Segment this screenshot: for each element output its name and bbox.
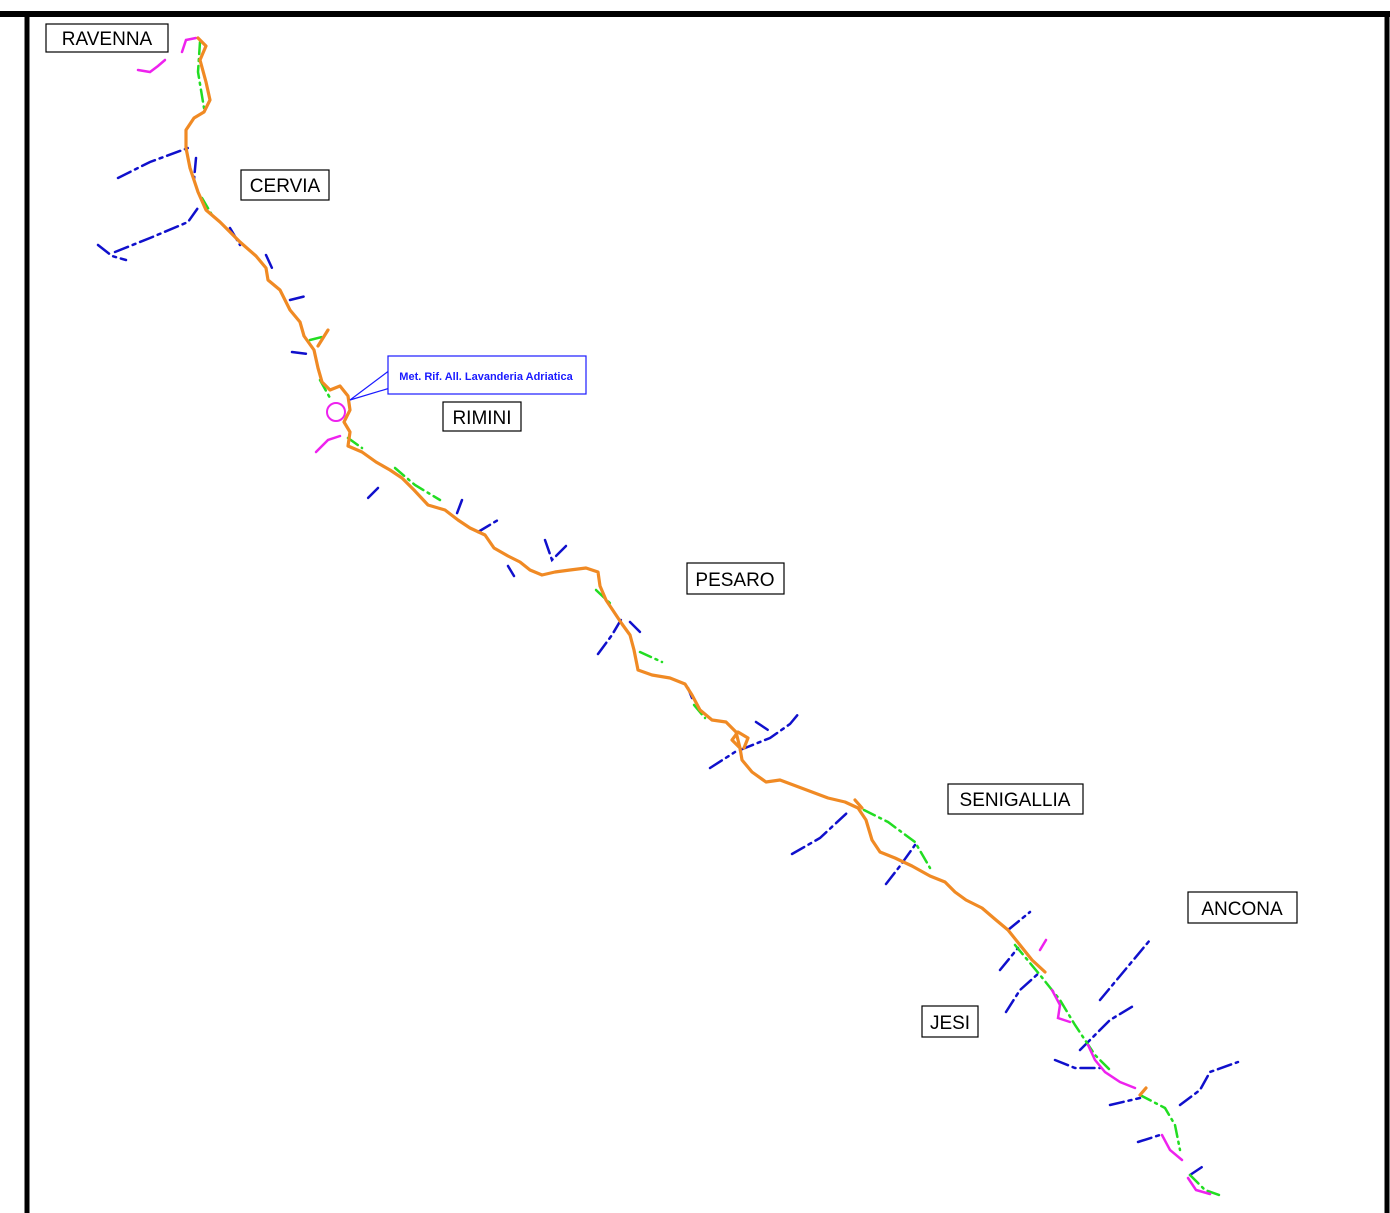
main-route-line (184, 36, 1047, 974)
main-route-spur (1138, 1086, 1148, 1097)
magenta-segment (1050, 988, 1072, 1024)
magenta-segments (136, 36, 1212, 1196)
branch-line (1178, 1060, 1240, 1107)
city-label-text: SENIGALLIA (960, 790, 1071, 811)
city-label-ravenna: RAVENNA (45, 23, 169, 53)
city-label-text: RAVENNA (62, 29, 153, 50)
main-route-spur (853, 798, 864, 810)
site-callout-label: Met. Rif. All. Lavanderia Adriatica (399, 371, 573, 383)
branch-lines (96, 146, 1240, 1177)
map-frame-border (0, 11, 1390, 1213)
city-label-text: RIMINI (452, 408, 511, 429)
green-segment (1188, 1173, 1224, 1198)
main-route-spur (316, 328, 330, 348)
branch-line (366, 486, 380, 500)
branch-line (264, 253, 274, 270)
branch-line (1108, 1096, 1142, 1107)
site-marker-circle (326, 402, 346, 422)
city-label-text: PESARO (695, 570, 774, 591)
green-segment (1138, 1093, 1182, 1152)
magenta-segment (136, 58, 167, 74)
green-segments (196, 40, 1224, 1198)
city-label-cervia: CERVIA (240, 169, 330, 201)
branch-line (476, 518, 500, 534)
green-segment (1013, 943, 1112, 1072)
magenta-segment (1160, 1133, 1184, 1162)
branch-line (790, 810, 850, 856)
green-segment (638, 650, 664, 664)
branch-line (628, 620, 642, 634)
branch-line (708, 750, 737, 770)
branch-line (288, 294, 308, 302)
branch-line (884, 843, 917, 886)
branch-line (96, 243, 128, 262)
branch-line (1006, 910, 1032, 932)
branch-line (116, 146, 190, 180)
main-route-loop (730, 730, 750, 750)
magenta-segment (1038, 938, 1048, 952)
branch-line (1053, 1058, 1102, 1070)
branch-line (1098, 938, 1152, 1002)
branch-line (113, 203, 202, 254)
green-segment (308, 334, 328, 342)
magenta-segment (314, 434, 342, 454)
site-callout[interactable]: Met. Rif. All. Lavanderia Adriatica (387, 355, 587, 395)
magenta-segment (1186, 1176, 1212, 1196)
city-label-pesaro: PESARO (686, 562, 785, 595)
green-segment (393, 466, 442, 502)
city-label-jesi: JESI (921, 1005, 979, 1038)
branch-line (1004, 970, 1042, 1014)
branch-line (596, 616, 624, 656)
branch-line (1188, 1163, 1207, 1177)
branch-line (1078, 1003, 1137, 1052)
city-label-text: JESI (930, 1013, 970, 1034)
branch-line (290, 350, 310, 356)
branch-line (754, 720, 770, 732)
branch-line (454, 498, 464, 518)
green-segment (862, 808, 932, 870)
callout-pointer (349, 368, 391, 401)
city-label-senigallia: SENIGALLIA (947, 783, 1084, 815)
branch-line (1136, 1133, 1162, 1144)
city-label-rimini: RIMINI (442, 401, 522, 432)
branch-line (506, 564, 516, 578)
branch-line (543, 538, 568, 563)
branch-line (738, 710, 802, 752)
city-label-text: ANCONA (1201, 899, 1283, 920)
branch-line (998, 946, 1020, 972)
city-label-text: CERVIA (250, 176, 321, 197)
main-route (184, 36, 1148, 1097)
magenta-segment (180, 36, 198, 54)
green-segment (196, 40, 206, 110)
city-label-ancona: ANCONA (1187, 891, 1298, 924)
magenta-segment (1086, 1043, 1137, 1090)
